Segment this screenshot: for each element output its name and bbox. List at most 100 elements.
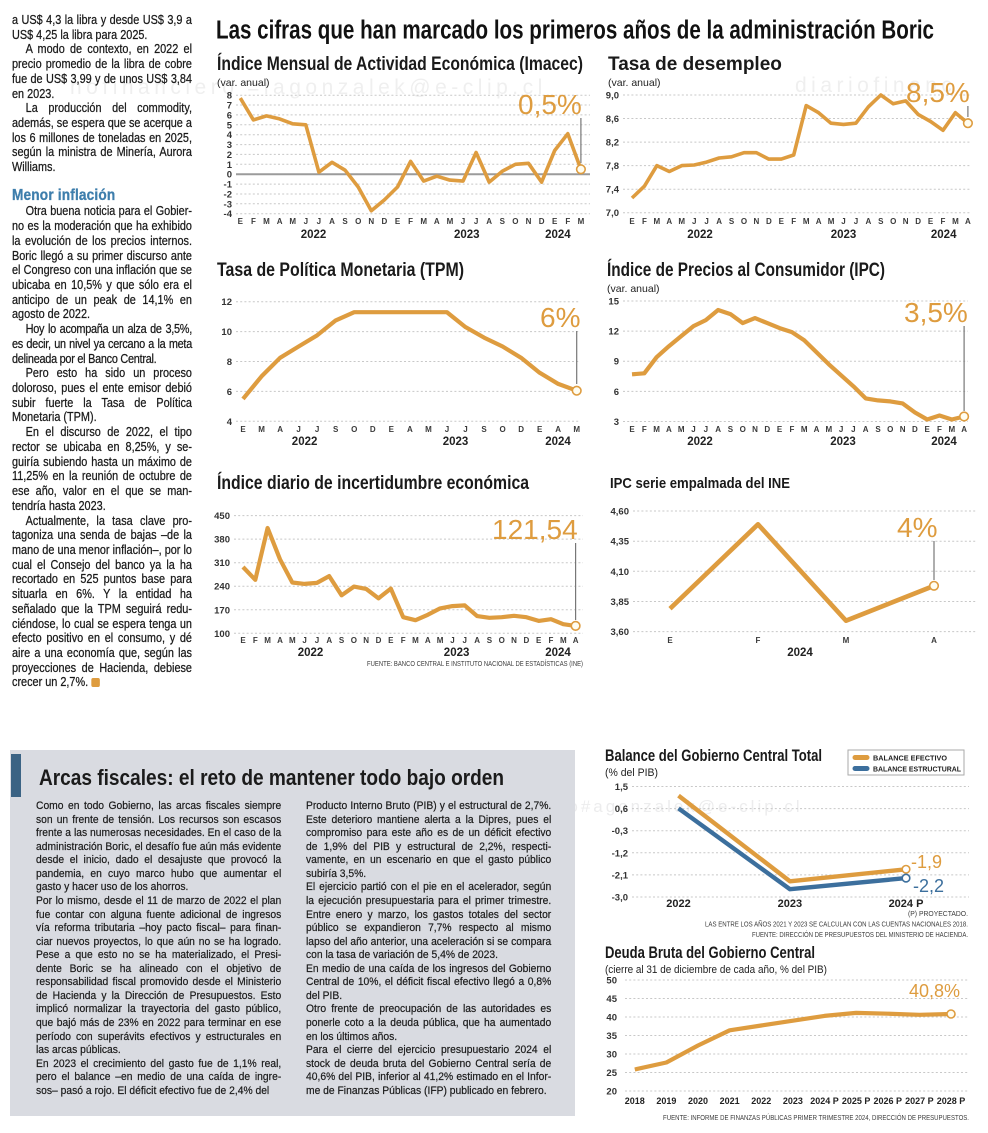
svg-text:O: O	[351, 636, 357, 645]
svg-text:40: 40	[606, 1013, 617, 1024]
svg-text:J: J	[851, 425, 855, 434]
svg-text:J: J	[841, 217, 845, 226]
svg-text:M: M	[578, 217, 585, 226]
svg-text:FUENTE: BANCO CENTRAL E INSTIT: FUENTE: BANCO CENTRAL E INSTITUTO NACION…	[367, 659, 583, 668]
svg-text:J: J	[445, 425, 449, 434]
svg-text:8,2: 8,2	[606, 138, 619, 149]
svg-text:S: S	[339, 636, 345, 645]
svg-text:2023: 2023	[831, 229, 857, 241]
svg-text:25: 25	[606, 1068, 617, 1079]
svg-text:M: M	[678, 425, 685, 434]
svg-text:D: D	[915, 217, 921, 226]
svg-text:M: M	[654, 217, 661, 226]
svg-text:A: A	[863, 425, 869, 434]
svg-text:N: N	[526, 217, 532, 226]
svg-text:170: 170	[214, 605, 230, 616]
svg-text:O: O	[355, 217, 361, 226]
svg-text:9: 9	[614, 357, 619, 368]
svg-text:9,0: 9,0	[606, 91, 619, 102]
svg-text:A: A	[814, 425, 820, 434]
svg-text:2022: 2022	[687, 436, 713, 448]
svg-text:2023: 2023	[444, 647, 470, 659]
svg-text:-1,9: -1,9	[911, 852, 942, 872]
svg-text:M: M	[573, 425, 580, 434]
svg-text:40,8%: 40,8%	[909, 981, 960, 1001]
svg-text:A: A	[486, 217, 492, 226]
svg-text:4,35: 4,35	[611, 537, 630, 548]
svg-text:E: E	[928, 217, 934, 226]
svg-text:J: J	[450, 636, 454, 645]
svg-text:4,60: 4,60	[611, 507, 630, 518]
svg-text:J: J	[317, 217, 321, 226]
svg-text:J: J	[315, 425, 319, 434]
svg-text:2021: 2021	[720, 1096, 740, 1106]
svg-text:121,54: 121,54	[492, 514, 578, 545]
svg-text:A: A	[716, 217, 722, 226]
svg-text:M: M	[803, 217, 810, 226]
svg-text:M: M	[828, 217, 835, 226]
svg-text:-3: -3	[224, 199, 232, 210]
svg-text:J: J	[463, 636, 467, 645]
svg-text:A: A	[666, 217, 672, 226]
svg-text:F: F	[756, 636, 761, 645]
svg-text:S: S	[729, 217, 735, 226]
svg-text:J: J	[461, 217, 465, 226]
svg-text:(P) PROYECTADO.: (P) PROYECTADO.	[908, 911, 968, 918]
svg-text:(cierre al 31 de diciembre de: (cierre al 31 de diciembre de cada año, …	[605, 964, 827, 976]
svg-text:2022: 2022	[666, 898, 690, 910]
svg-text:15: 15	[608, 297, 619, 308]
svg-text:3,60: 3,60	[611, 627, 630, 638]
svg-text:F: F	[937, 425, 942, 434]
svg-text:4: 4	[227, 130, 233, 141]
svg-text:2018: 2018	[625, 1096, 645, 1106]
svg-text:2026 P: 2026 P	[873, 1096, 902, 1106]
svg-text:-1,2: -1,2	[612, 848, 628, 859]
svg-text:2024 P: 2024 P	[810, 1096, 839, 1106]
svg-text:M: M	[843, 636, 850, 645]
svg-text:(% del PIB): (% del PIB)	[605, 767, 658, 779]
svg-text:J: J	[691, 425, 695, 434]
svg-text:A: A	[961, 425, 967, 434]
svg-text:M: M	[263, 217, 270, 226]
svg-text:N: N	[754, 217, 760, 226]
svg-text:BALANCE EFECTIVO: BALANCE EFECTIVO	[873, 754, 947, 763]
svg-text:0: 0	[227, 170, 232, 181]
svg-text:S: S	[333, 425, 339, 434]
svg-text:O: O	[740, 425, 746, 434]
svg-text:F: F	[251, 217, 256, 226]
svg-text:J: J	[304, 217, 308, 226]
svg-text:A: A	[931, 636, 937, 645]
svg-text:Tasa de Política Monetaria (TP: Tasa de Política Monetaria (TPM)	[217, 260, 464, 281]
svg-text:E: E	[389, 425, 395, 434]
svg-text:O: O	[741, 217, 747, 226]
svg-text:3: 3	[227, 140, 232, 151]
svg-text:F: F	[642, 425, 647, 434]
svg-text:6: 6	[227, 387, 232, 398]
svg-text:S: S	[342, 217, 348, 226]
svg-text:6%: 6%	[540, 302, 580, 333]
svg-text:E: E	[395, 217, 401, 226]
svg-text:E: E	[536, 636, 542, 645]
svg-text:1,5: 1,5	[615, 782, 629, 793]
svg-text:2022: 2022	[292, 436, 318, 448]
svg-text:310: 310	[214, 558, 230, 569]
svg-text:A: A	[555, 425, 561, 434]
svg-text:S: S	[875, 425, 881, 434]
svg-text:2024: 2024	[545, 436, 571, 448]
svg-text:10: 10	[221, 327, 232, 338]
svg-text:E: E	[779, 217, 785, 226]
svg-text:45: 45	[606, 994, 617, 1005]
svg-text:A: A	[407, 425, 413, 434]
svg-text:2024 P: 2024 P	[889, 898, 924, 910]
svg-text:8: 8	[227, 91, 232, 102]
svg-text:J: J	[315, 636, 319, 645]
svg-text:A: A	[277, 636, 283, 645]
svg-text:O: O	[499, 425, 505, 434]
svg-text:M: M	[678, 217, 685, 226]
svg-text:S: S	[500, 217, 506, 226]
svg-text:35: 35	[606, 1031, 617, 1042]
svg-text:1: 1	[227, 160, 233, 171]
svg-text:0,5%: 0,5%	[518, 89, 582, 120]
svg-text:2024: 2024	[545, 647, 571, 659]
svg-text:D: D	[382, 217, 388, 226]
